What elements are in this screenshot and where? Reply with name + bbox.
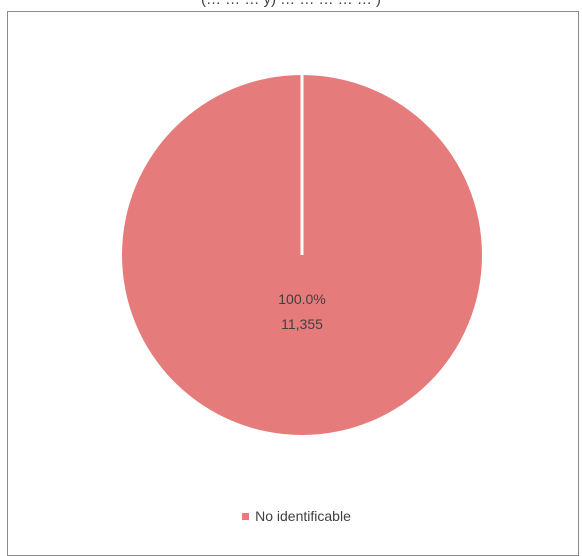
legend-label-no-identificable: No identificable bbox=[255, 508, 351, 524]
legend: No identificable bbox=[0, 508, 582, 524]
data-label-value: 11,355 bbox=[281, 316, 323, 332]
chart-title: (… … … y) … … … … … ) bbox=[0, 0, 582, 8]
legend-swatch-no-identificable bbox=[242, 512, 250, 520]
data-label-percent: 100.0% bbox=[278, 291, 325, 307]
